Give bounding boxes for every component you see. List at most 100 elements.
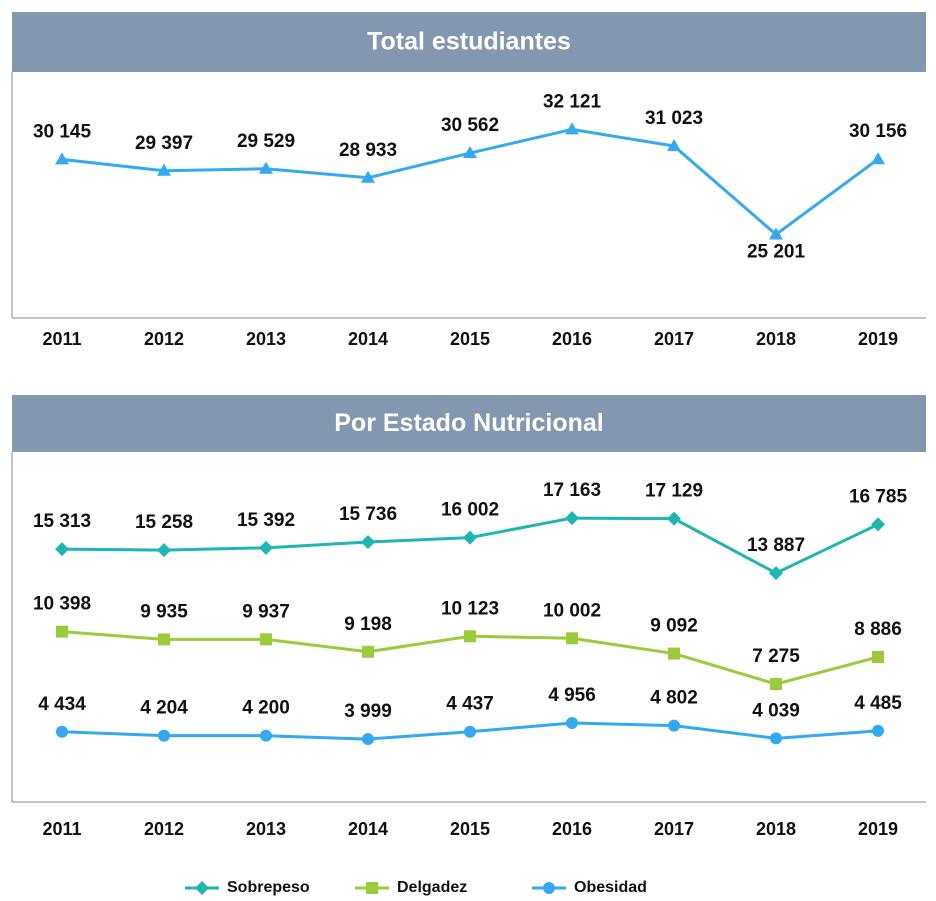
x-tick-label: 2013 bbox=[246, 819, 286, 839]
data-label: 4 437 bbox=[446, 694, 494, 715]
point-marker bbox=[463, 146, 477, 159]
x-tick-label: 2011 bbox=[42, 819, 81, 839]
point-marker bbox=[871, 517, 885, 532]
x-tick-label: 2017 bbox=[654, 329, 694, 349]
x-tick-label: 2018 bbox=[756, 819, 796, 839]
point-marker bbox=[872, 724, 884, 737]
data-label: 30 156 bbox=[849, 121, 907, 142]
x-tick-label: 2012 bbox=[144, 819, 184, 839]
point-marker bbox=[667, 511, 681, 526]
data-label: 3 999 bbox=[344, 701, 392, 722]
data-label: 32 121 bbox=[543, 91, 602, 112]
data-label: 4 200 bbox=[242, 698, 290, 719]
x-tick-label: 2014 bbox=[348, 819, 388, 839]
point-marker bbox=[259, 161, 273, 174]
legend-label: Delgadez bbox=[397, 879, 467, 896]
point-marker bbox=[158, 729, 170, 742]
point-marker bbox=[668, 647, 680, 660]
point-marker bbox=[55, 542, 69, 557]
data-label: 9 937 bbox=[242, 601, 290, 622]
data-label: 28 933 bbox=[339, 140, 397, 161]
data-label: 7 275 bbox=[752, 646, 800, 667]
data-label: 4 802 bbox=[650, 688, 698, 709]
point-marker bbox=[872, 651, 884, 664]
point-marker bbox=[667, 139, 681, 152]
x-tick-label: 2018 bbox=[756, 329, 796, 349]
data-label: 9 935 bbox=[140, 601, 188, 622]
point-marker bbox=[769, 227, 783, 240]
data-label: 9 092 bbox=[650, 616, 698, 637]
chart-header bbox=[12, 395, 926, 452]
point-marker bbox=[361, 170, 375, 183]
x-tick-label: 2016 bbox=[552, 329, 592, 349]
x-tick-label: 2013 bbox=[246, 329, 286, 349]
data-label: 8 886 bbox=[854, 619, 902, 640]
data-label: 4 485 bbox=[854, 693, 902, 714]
data-label: 17 163 bbox=[543, 480, 601, 501]
point-marker bbox=[464, 630, 476, 643]
point-marker bbox=[543, 882, 555, 894]
point-marker bbox=[566, 632, 578, 645]
data-label: 4 039 bbox=[752, 700, 800, 721]
point-marker bbox=[158, 633, 170, 646]
point-marker bbox=[362, 645, 374, 658]
x-tick-label: 2015 bbox=[450, 819, 490, 839]
point-marker bbox=[260, 729, 272, 742]
point-marker bbox=[157, 543, 171, 558]
point-marker bbox=[56, 625, 68, 638]
point-marker bbox=[260, 633, 272, 646]
x-tick-label: 2011 bbox=[42, 329, 81, 349]
x-tick-label: 2014 bbox=[348, 329, 388, 349]
point-marker bbox=[770, 678, 782, 691]
data-label: 29 397 bbox=[135, 133, 193, 154]
data-label: 15 313 bbox=[33, 511, 91, 532]
data-label: 10 398 bbox=[33, 594, 91, 615]
legend-label: Sobrepeso bbox=[227, 879, 310, 896]
x-tick-label: 2012 bbox=[144, 329, 184, 349]
data-label: 10 002 bbox=[543, 600, 601, 621]
x-tick-label: 2015 bbox=[450, 329, 490, 349]
data-label: 4 204 bbox=[140, 698, 188, 719]
point-marker bbox=[464, 725, 476, 738]
data-label: 10 123 bbox=[441, 598, 499, 619]
data-label: 4 956 bbox=[548, 685, 596, 706]
point-marker bbox=[565, 511, 579, 526]
chart-title: Total estudiantes bbox=[367, 28, 571, 56]
point-marker bbox=[259, 540, 273, 555]
data-label: 31 023 bbox=[645, 108, 703, 129]
data-label: 16 002 bbox=[441, 500, 499, 521]
data-label: 16 785 bbox=[849, 486, 908, 507]
point-marker bbox=[362, 733, 374, 746]
point-marker bbox=[668, 719, 680, 732]
point-marker bbox=[55, 152, 69, 165]
point-marker bbox=[361, 535, 375, 550]
data-label: 30 562 bbox=[441, 115, 499, 136]
chart-header bbox=[12, 12, 926, 72]
x-tick-label: 2017 bbox=[654, 819, 694, 839]
x-tick-label: 2019 bbox=[858, 329, 898, 349]
data-label: 25 201 bbox=[747, 241, 806, 262]
point-marker bbox=[195, 881, 209, 895]
data-label: 15 392 bbox=[237, 510, 295, 531]
data-label: 30 145 bbox=[33, 121, 92, 142]
legend-label: Obesidad bbox=[574, 879, 647, 896]
data-label: 15 258 bbox=[135, 512, 193, 533]
point-marker bbox=[871, 152, 885, 165]
point-marker bbox=[157, 163, 171, 176]
point-marker bbox=[565, 122, 579, 135]
x-tick-label: 2016 bbox=[552, 819, 592, 839]
x-tick-label: 2019 bbox=[858, 819, 898, 839]
data-label: 9 198 bbox=[344, 614, 392, 635]
data-label: 17 129 bbox=[645, 481, 703, 502]
point-marker bbox=[770, 732, 782, 745]
point-marker bbox=[769, 566, 783, 581]
point-marker bbox=[366, 882, 378, 894]
data-label: 4 434 bbox=[38, 694, 86, 715]
point-marker bbox=[56, 725, 68, 738]
data-label: 13 887 bbox=[747, 535, 805, 556]
point-marker bbox=[566, 717, 578, 730]
data-label: 15 736 bbox=[339, 504, 397, 525]
point-marker bbox=[463, 530, 477, 545]
data-label: 29 529 bbox=[237, 131, 295, 152]
